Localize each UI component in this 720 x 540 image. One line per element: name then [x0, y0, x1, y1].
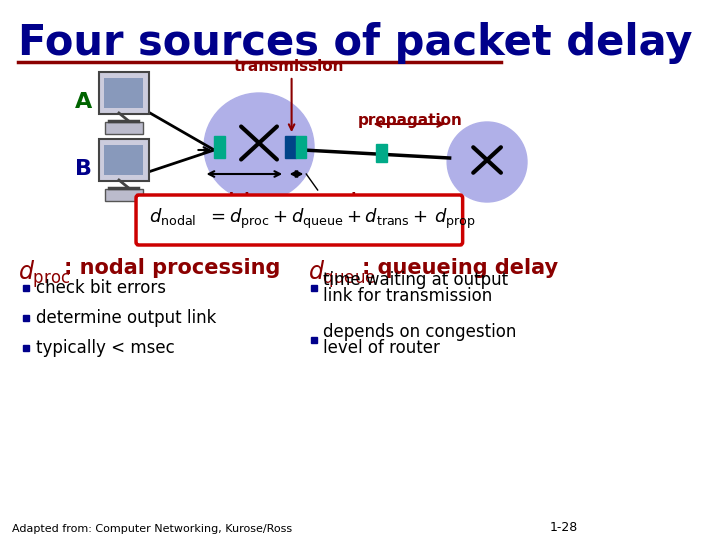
- Text: B: B: [75, 159, 91, 179]
- Text: link for transmission: link for transmission: [323, 287, 492, 305]
- Bar: [215, 136, 225, 158]
- FancyBboxPatch shape: [136, 195, 463, 245]
- Bar: [296, 136, 306, 158]
- Bar: [285, 136, 296, 158]
- Bar: [104, 145, 143, 175]
- Text: $d_{\rm proc}$: $d_{\rm proc}$: [18, 258, 71, 289]
- FancyBboxPatch shape: [105, 189, 143, 201]
- FancyBboxPatch shape: [105, 122, 143, 134]
- Text: typically < msec: typically < msec: [36, 339, 174, 357]
- Text: nodal: nodal: [203, 192, 250, 207]
- FancyBboxPatch shape: [99, 139, 149, 181]
- Text: transmission: transmission: [234, 59, 344, 74]
- Text: 1-28: 1-28: [550, 521, 578, 534]
- Text: A: A: [74, 92, 91, 112]
- Text: $d_{\rm nodal}$  $= d_{\rm proc} + d_{\rm queue} + d_{\rm trans} + \,d_{\rm prop: $d_{\rm nodal}$ $= d_{\rm proc} + d_{\rm…: [149, 207, 476, 231]
- Text: depends on congestion: depends on congestion: [323, 323, 517, 341]
- FancyBboxPatch shape: [99, 72, 149, 114]
- Text: processing: processing: [180, 207, 273, 222]
- Text: check bit errors: check bit errors: [36, 279, 166, 297]
- Ellipse shape: [204, 93, 314, 201]
- Text: determine output link: determine output link: [36, 309, 216, 327]
- Text: queueing: queueing: [298, 192, 378, 207]
- Bar: [104, 78, 143, 108]
- Ellipse shape: [447, 122, 527, 202]
- Text: : queueing delay: : queueing delay: [362, 258, 559, 278]
- Text: $d_{\rm queue}$: $d_{\rm queue}$: [308, 258, 376, 289]
- Text: level of router: level of router: [323, 339, 440, 357]
- Text: : nodal processing: : nodal processing: [63, 258, 280, 278]
- Text: Adapted from: Computer Networking, Kurose/Ross: Adapted from: Computer Networking, Kuros…: [12, 524, 292, 534]
- Bar: [377, 144, 387, 162]
- Text: Four sources of packet delay: Four sources of packet delay: [18, 22, 693, 64]
- Text: time waiting at output: time waiting at output: [323, 271, 508, 289]
- Text: propagation: propagation: [357, 112, 462, 127]
